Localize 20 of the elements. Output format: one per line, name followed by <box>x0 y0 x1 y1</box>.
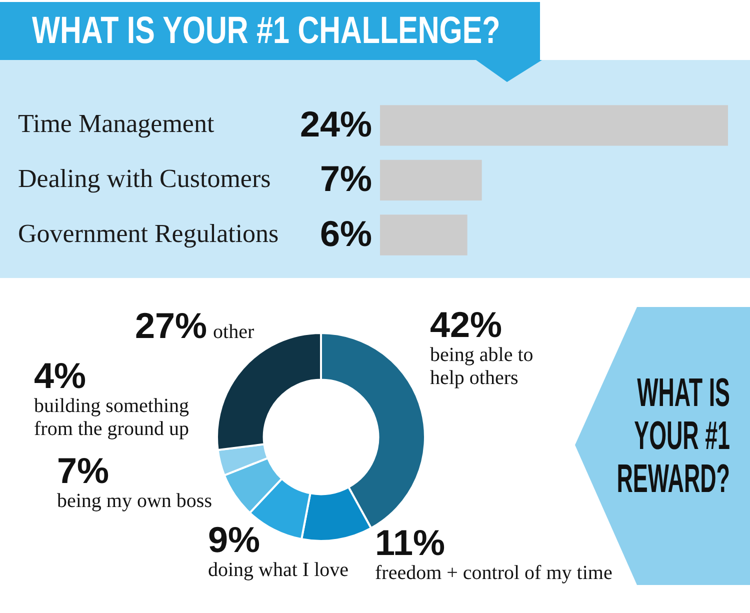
slice-label: being my own boss <box>57 490 212 512</box>
data-label: 7% <box>320 158 372 200</box>
slice-label: other <box>213 321 254 343</box>
y-tick-label: Dealing with Customers <box>18 164 271 194</box>
slice-label: doing what I love <box>208 559 349 581</box>
text: WHAT IS YOUR #1 REWARD? <box>616 371 730 501</box>
data-label: 9% <box>208 519 260 560</box>
y-tick-label: Government Regulations <box>18 218 279 248</box>
data-label: 24% <box>300 103 372 144</box>
data-label: 4% <box>34 355 86 396</box>
data-label: 11% <box>375 522 446 563</box>
slice-label: freedom + control of my time <box>375 562 612 584</box>
data-label: 6% <box>320 212 372 254</box>
y-tick-label: Time Management <box>18 109 215 138</box>
slice-label: being able to help others <box>430 344 534 389</box>
data-label: 42% <box>430 304 502 345</box>
data-label: 27% <box>135 305 208 346</box>
data-label: 7% <box>57 450 110 491</box>
slice-label: building something from the ground up <box>34 395 189 440</box>
chart-title: WHAT IS YOUR #1 CHALLENGE? <box>32 9 500 54</box>
